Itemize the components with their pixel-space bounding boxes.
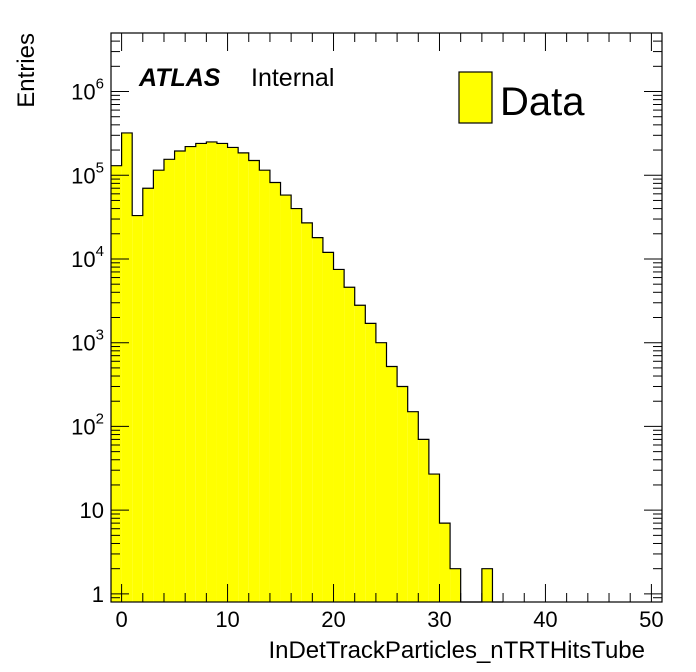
histogram-bar	[428, 474, 440, 602]
x-tick-label: 50	[639, 607, 663, 632]
histogram-bar	[153, 170, 164, 602]
histogram-bar	[397, 386, 408, 602]
histogram-bar	[142, 188, 154, 602]
y-tick-label: 103	[71, 327, 104, 356]
histogram-bar	[439, 523, 451, 602]
atlas-internal-text: Internal	[251, 64, 334, 92]
histogram-bar	[227, 147, 239, 602]
histogram-bar	[238, 152, 249, 602]
histogram-bar	[365, 323, 376, 602]
histogram-bar	[132, 215, 143, 602]
histogram-bar	[333, 269, 345, 602]
histogram-bar	[216, 143, 228, 602]
y-axis-title: Entries	[13, 33, 40, 108]
x-tick-label: 30	[427, 607, 451, 632]
x-tick-label: 10	[215, 607, 239, 632]
histogram-bar	[301, 222, 313, 602]
bars-layer	[111, 132, 493, 603]
y-tick-label: 106	[71, 76, 104, 105]
atlas-bold-text: ATLAS	[138, 64, 221, 92]
histogram-bar	[269, 182, 281, 602]
histogram-bar	[481, 568, 493, 602]
y-tick-label: 1	[92, 582, 104, 607]
legend-label: Data	[500, 80, 585, 124]
histogram-bar	[322, 252, 334, 602]
histogram-bar	[163, 159, 175, 602]
x-tick-label: 0	[115, 607, 127, 632]
histogram-bar	[248, 160, 260, 602]
histogram-bar	[344, 287, 355, 602]
histogram-bar	[407, 411, 419, 602]
x-tick-label: 20	[321, 607, 345, 632]
histogram-bar	[450, 568, 461, 602]
x-tick-label: 40	[533, 607, 557, 632]
histogram-bar	[206, 141, 217, 603]
histogram-bar	[111, 165, 122, 602]
x-tick-labels: 0 10 20 30 40 50	[115, 607, 663, 632]
y-tick-label: 10	[80, 498, 104, 523]
histogram-bar	[386, 366, 398, 602]
y-tick-labels: 1 10 102 103 104 105 106	[71, 76, 104, 607]
ticks-layer	[111, 32, 662, 603]
histogram-bar	[174, 150, 186, 602]
y-tick-label: 104	[71, 243, 104, 272]
histogram-bar	[185, 146, 196, 603]
histogram-bar	[312, 237, 323, 602]
histogram-bar	[195, 143, 207, 602]
histogram-bar	[418, 439, 429, 602]
histogram-outline	[111, 132, 504, 603]
y-tick-label: 102	[71, 410, 104, 439]
x-axis-title: InDetTrackParticles_nTRTHitsTube	[268, 637, 645, 664]
histogram-bar	[259, 170, 270, 602]
histogram-bar	[121, 132, 133, 602]
histogram-bar	[375, 342, 387, 602]
histogram-bar	[291, 208, 302, 602]
histogram-bar	[354, 305, 366, 602]
legend-swatch	[458, 71, 493, 124]
histogram-bar	[280, 195, 292, 603]
y-tick-label: 105	[71, 159, 104, 188]
legend: Data	[458, 71, 585, 124]
atlas-label: ATLAS Internal	[138, 64, 334, 92]
